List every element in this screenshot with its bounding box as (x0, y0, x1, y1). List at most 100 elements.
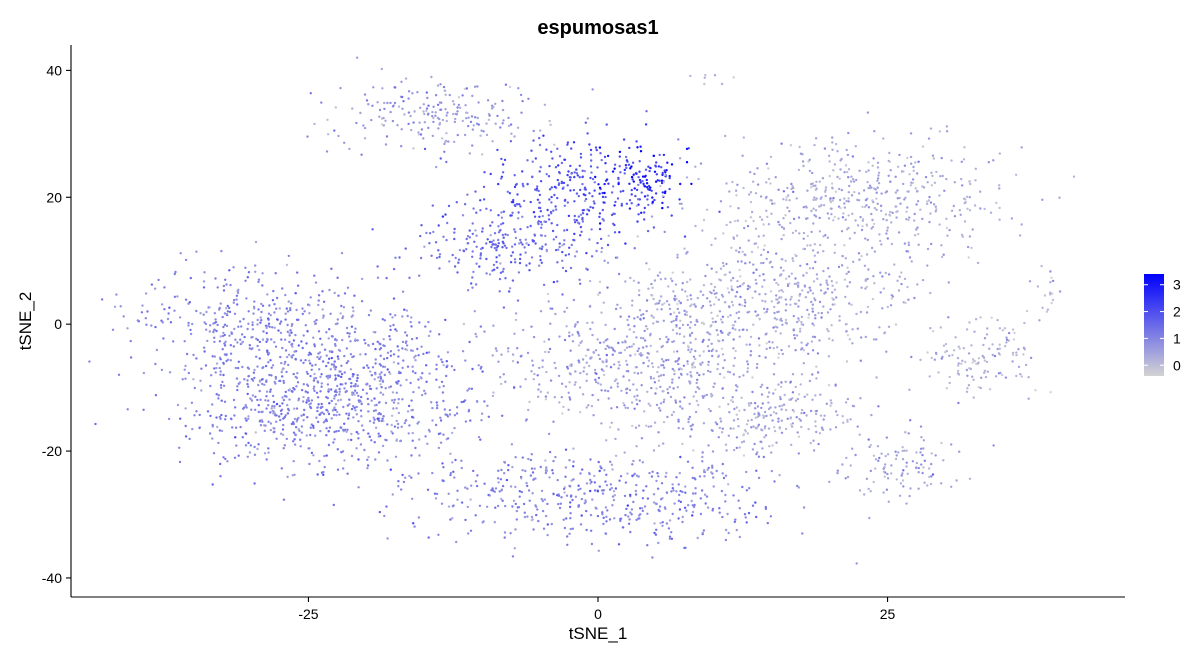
cell-point (589, 153, 593, 156)
cell-point (899, 202, 902, 205)
cell-point (707, 338, 711, 341)
cell-point (491, 487, 494, 490)
cell-point (340, 364, 343, 367)
cell-point (645, 424, 648, 427)
cell-point (586, 132, 589, 135)
cell-point (869, 443, 872, 447)
cell-point (818, 180, 821, 183)
cell-point (397, 485, 400, 488)
cell-point (841, 415, 844, 418)
cell-point (550, 522, 553, 526)
cell-point (901, 446, 904, 449)
cell-point (546, 208, 549, 212)
cell-point (464, 518, 467, 522)
cell-point (322, 300, 326, 303)
cell-point (755, 314, 758, 318)
cell-point (677, 368, 681, 371)
cell-point (488, 273, 492, 276)
cell-point (773, 317, 777, 320)
cell-point (319, 337, 322, 340)
cell-point (787, 275, 791, 278)
cell-point (654, 533, 658, 536)
cell-point (458, 106, 462, 110)
cell-point (782, 190, 786, 193)
cell-point (753, 412, 756, 416)
cell-point (720, 293, 724, 297)
cell-point (266, 349, 269, 352)
cell-point (736, 417, 740, 421)
cell-point (678, 300, 681, 303)
cell-point (801, 347, 804, 350)
cell-point (304, 324, 307, 327)
cell-point (874, 467, 877, 470)
cell-point (716, 314, 719, 317)
cell-point (728, 305, 731, 308)
cell-point (235, 298, 238, 301)
cell-point (873, 250, 877, 253)
cell-point (910, 181, 913, 184)
cell-point (876, 179, 879, 182)
cell-point (268, 304, 271, 307)
cell-point (848, 281, 852, 284)
cell-point (644, 168, 648, 171)
cell-point (377, 401, 381, 404)
cell-point (674, 399, 677, 402)
cell-point (234, 426, 238, 429)
cell-point (735, 290, 739, 294)
cell-point (532, 478, 535, 481)
cell-point (444, 318, 447, 322)
cell-point (238, 381, 242, 384)
cell-point (639, 150, 643, 153)
cell-point (688, 415, 692, 419)
cell-point (492, 489, 495, 492)
cell-point (630, 202, 633, 205)
cell-point (626, 504, 629, 507)
cell-point (622, 138, 626, 141)
cell-point (660, 482, 664, 485)
cell-point (673, 297, 676, 300)
cell-point (351, 373, 355, 376)
cell-point (396, 426, 400, 429)
cell-point (539, 390, 543, 393)
cell-point (870, 212, 873, 216)
cell-point (558, 335, 561, 338)
cell-point (479, 199, 482, 202)
cell-point (258, 348, 261, 352)
cell-point (353, 389, 357, 392)
cell-point (498, 290, 501, 293)
cell-point (832, 196, 835, 200)
cell-point (643, 195, 647, 198)
cell-point (209, 384, 212, 388)
cell-point (347, 412, 351, 415)
cell-point (747, 402, 751, 405)
cell-point (786, 206, 789, 209)
cell-point (871, 225, 875, 229)
cell-point (903, 449, 906, 452)
cell-point (907, 241, 910, 244)
cell-point (699, 363, 702, 366)
cell-point (641, 497, 645, 500)
cell-point (628, 328, 631, 331)
cell-point (479, 257, 482, 260)
cell-point (497, 238, 500, 242)
cell-point (518, 203, 521, 206)
cell-point (392, 323, 395, 327)
cell-point (630, 345, 633, 348)
cell-point (685, 313, 689, 317)
cell-point (461, 214, 465, 217)
cell-point (260, 319, 263, 322)
cell-point (479, 134, 482, 137)
cell-point (626, 387, 629, 390)
cell-point (734, 320, 737, 323)
cell-point (832, 219, 835, 222)
cell-point (681, 490, 684, 494)
y-tick-label: -20 (42, 443, 62, 459)
cell-point (263, 383, 266, 386)
cell-point (267, 361, 270, 364)
cell-point (549, 379, 553, 382)
cell-point (503, 460, 506, 464)
cell-point (728, 411, 731, 414)
cell-point (530, 467, 534, 470)
cell-point (729, 221, 732, 224)
cell-point (623, 451, 626, 454)
